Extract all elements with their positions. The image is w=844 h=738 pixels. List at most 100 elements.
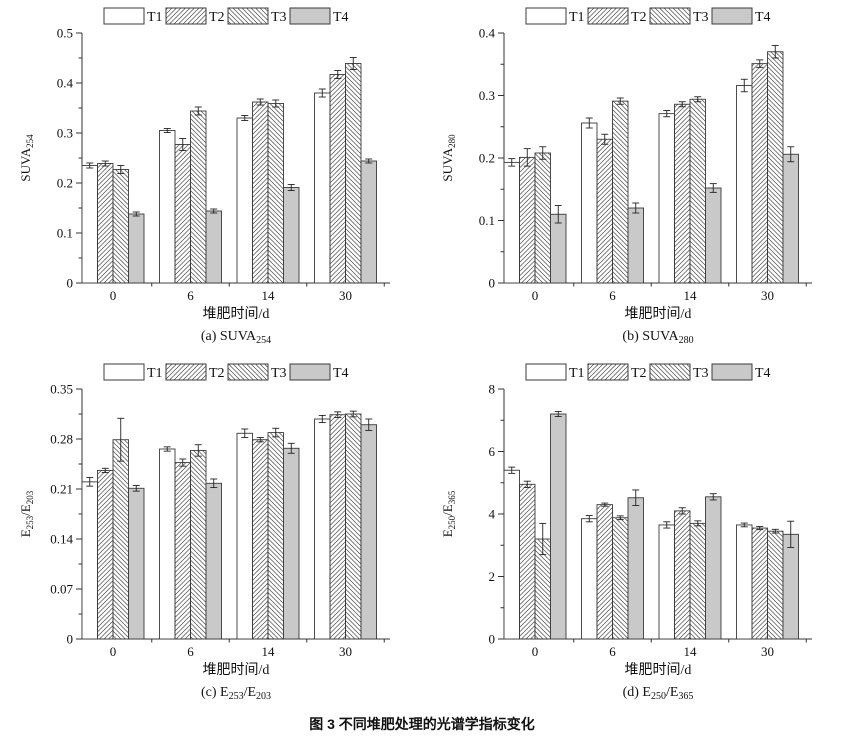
y-tick-label: 0.07 (50, 582, 73, 597)
errorbar-T3-day14 (694, 96, 702, 103)
errorbar-T4-day0 (554, 411, 562, 417)
bar-T2-day14 (252, 101, 269, 284)
bar-T2-day30 (329, 74, 346, 284)
bar-T2-day0 (97, 469, 114, 640)
errorbar-T3-day14 (272, 427, 280, 438)
errorbar-T1-day30 (318, 414, 326, 424)
charts-grid: T1 T2 T3 T4 0 0.1 0.2 0.3 0.4 0.5 0 6 14 30 堆肥时间/d SUVA… (0, 7, 812, 712)
y-tick-label: 0 (67, 276, 74, 291)
bar-T4-day14 (283, 447, 300, 640)
panel-subcaption: (b) SUVA280 (622, 329, 693, 346)
errorbar-T4-day30 (787, 146, 795, 163)
errorbar-T2-day0 (101, 160, 109, 167)
chart-e253-e203: T1 T2 T3 T4 0 0.07 0.14 0.21 0.28 0.35 0 6 14 30 堆肥时间/… (18, 363, 390, 702)
bar-T1-day14 (658, 524, 675, 640)
x-tick-label-day0: 0 (532, 288, 539, 303)
legend-label-T1: T1 (569, 366, 585, 381)
chart-suva280: T1 T2 T3 T4 0 0.1 0.2 0.3 0.4 0 6 14 30 堆肥时间/d SUVA280… (440, 7, 812, 346)
errorbar-T4-day14 (287, 184, 295, 191)
bar-T3-day6 (190, 449, 207, 640)
legend-label-T2: T2 (209, 10, 225, 25)
errorbar-T1-day0 (508, 158, 516, 167)
errorbar-T1-day0 (508, 466, 516, 474)
y-tick-label: 0.1 (479, 213, 495, 228)
y-tick-label: 0.2 (57, 176, 73, 191)
errorbar-T2-day14 (678, 507, 686, 515)
bar-T1-day30 (736, 85, 753, 284)
legend-swatch-T2 (587, 7, 629, 25)
legend-item-T2: T2 (587, 363, 647, 381)
errorbar-T3-day0 (117, 417, 125, 462)
errorbar-T3-day14 (272, 99, 280, 108)
bar-T2-day30 (751, 527, 768, 640)
bar-T2-day0 (519, 483, 536, 640)
legend-swatch-T1 (525, 7, 567, 25)
legend-label-T3: T3 (271, 10, 287, 25)
x-tick-label-day14: 14 (684, 644, 698, 659)
bar-T2-day6 (174, 462, 191, 640)
y-tick-label: 0.28 (50, 432, 73, 447)
bar-T2-day0 (97, 163, 114, 284)
bar-T1-day14 (236, 432, 253, 640)
bar-T2-day6 (174, 144, 191, 284)
legend-label-T4: T4 (755, 10, 771, 25)
errorbar-T2-day14 (678, 101, 686, 108)
bar-T2-day30 (329, 414, 346, 640)
errorbar-T3-day6 (194, 444, 202, 457)
bar-T4-day14 (283, 187, 300, 284)
errorbar-T1-day30 (740, 522, 748, 528)
errorbar-T2-day14 (256, 437, 264, 443)
bar-T1-day6 (159, 448, 176, 640)
y-axis-label: SUVA254 (18, 134, 35, 182)
errorbar-T4-day14 (709, 183, 717, 193)
legend-label-T2: T2 (631, 10, 647, 25)
bar-T2-day30 (751, 63, 768, 284)
x-tick-label-day6: 6 (609, 644, 616, 659)
x-tick-label-day6: 6 (609, 288, 616, 303)
y-tick-label: 0.1 (57, 226, 73, 241)
y-tick-label: 4 (489, 507, 496, 522)
panel-subcaption: (c) E253/E203 (201, 685, 271, 702)
bar-T1-day6 (581, 518, 598, 640)
errorbar-T2-day6 (179, 138, 187, 151)
bar-T4-day6 (627, 497, 644, 640)
bar-T4-day0 (128, 487, 145, 640)
bar-T3-day6 (190, 110, 207, 284)
bar-T2-day0 (519, 156, 536, 284)
errorbar-T1-day6 (163, 128, 171, 133)
legend-label-T3: T3 (693, 366, 709, 381)
x-tick-label-day30: 30 (339, 644, 352, 659)
y-tick-label: 0.5 (57, 26, 73, 41)
figure-caption: 图 3 不同堆肥处理的光谱学指标变化 (309, 716, 535, 732)
errorbar-T1-day0 (86, 477, 94, 487)
errorbar-T3-day30 (349, 410, 357, 418)
errorbar-T1-day6 (585, 515, 593, 523)
errorbar-T1-day14 (663, 521, 671, 529)
panel-c: T1 T2 T3 T4 0 0.07 0.14 0.21 0.28 0.35 0 6 14 30 堆肥时间/… (0, 356, 422, 712)
bar-T1-day0 (503, 469, 520, 640)
bar-T4-day0 (550, 413, 567, 640)
bar-T2-day6 (596, 138, 613, 284)
errorbar-T2-day6 (179, 458, 187, 467)
y-axis-label: SUVA280 (440, 134, 457, 182)
bar-T3-day30 (767, 51, 784, 284)
bar-T4-day6 (627, 207, 644, 284)
legend-item-T1: T1 (103, 363, 163, 381)
bar-T2-day6 (596, 504, 613, 640)
errorbar-T3-day6 (616, 515, 624, 521)
chart-e250-e365: T1 T2 T3 T4 0 2 4 6 8 0 6 14 30 堆肥时间/d E250/E365 (d) E2… (440, 363, 812, 702)
bar-T4-day14 (705, 187, 722, 284)
bar-T4-day30 (782, 533, 799, 640)
legend-item-T4: T4 (711, 363, 771, 381)
errorbar-T3-day0 (117, 165, 125, 174)
legend-label-T4: T4 (333, 10, 349, 25)
bar-T3-day14 (689, 98, 706, 284)
errorbar-T3-day0 (539, 146, 547, 160)
errorbar-T1-day14 (241, 428, 249, 439)
x-tick-label-day6: 6 (187, 288, 194, 303)
errorbar-T4-day14 (709, 493, 717, 501)
errorbar-T4-day0 (132, 211, 140, 217)
legend-item-T2: T2 (587, 7, 647, 25)
panel-subcaption: (a) SUVA254 (201, 329, 271, 346)
